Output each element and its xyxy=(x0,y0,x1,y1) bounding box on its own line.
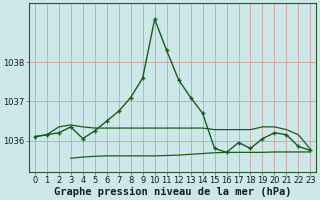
X-axis label: Graphe pression niveau de la mer (hPa): Graphe pression niveau de la mer (hPa) xyxy=(54,186,292,197)
